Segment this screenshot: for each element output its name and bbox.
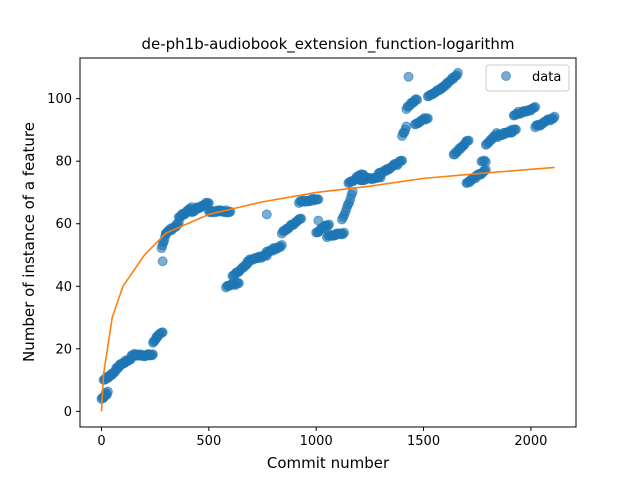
- x-tick-label: 0: [97, 434, 105, 449]
- data-point: [157, 256, 168, 267]
- y-tick-label: 60: [55, 217, 72, 232]
- data-point: [233, 278, 244, 289]
- y-axis-ticks: 0 20 40 60 80 100: [47, 92, 80, 420]
- data-point: [401, 121, 412, 132]
- y-tick-label: 0: [64, 405, 72, 420]
- data-point: [549, 111, 560, 122]
- data-point: [452, 67, 463, 78]
- data-point: [412, 94, 423, 105]
- x-tick-label: 1500: [407, 434, 440, 449]
- data-point: [463, 135, 474, 146]
- data-point: [347, 186, 358, 197]
- x-tick-label: 2000: [514, 434, 547, 449]
- legend: data: [485, 64, 570, 92]
- data-point: [422, 113, 433, 124]
- y-axis-label: Number of instance of a feature: [20, 122, 38, 362]
- x-tick-label: 1000: [300, 434, 333, 449]
- data-point: [324, 219, 335, 230]
- plot-frame: [79, 57, 577, 428]
- y-tick-label: 20: [55, 342, 72, 357]
- data-point: [339, 227, 350, 238]
- x-axis-label: Commit number: [267, 454, 390, 472]
- data-point: [506, 124, 517, 135]
- fit-line: [100, 166, 555, 412]
- data-point: [313, 215, 324, 226]
- data-point: [313, 194, 324, 205]
- y-tick-label: 100: [47, 92, 72, 107]
- data-point: [403, 71, 414, 82]
- legend-data-marker: [501, 71, 511, 81]
- data-point: [157, 327, 168, 338]
- y-tick-label: 40: [55, 280, 72, 295]
- x-tick-label: 500: [196, 434, 221, 449]
- chart-title: de-ph1b-audiobook_extension_function-log…: [141, 35, 514, 54]
- y-tick-label: 80: [55, 155, 72, 170]
- data-point: [148, 349, 158, 360]
- plot-area: [96, 67, 560, 412]
- data-point: [296, 213, 307, 224]
- data-point: [261, 209, 272, 220]
- data-point: [530, 101, 541, 112]
- data-point: [100, 387, 111, 398]
- data-point: [276, 240, 287, 251]
- data-point: [397, 155, 408, 166]
- data-point: [480, 157, 491, 168]
- x-axis-ticks: 0 500 1000 1500 2000: [97, 427, 547, 449]
- legend-data-label: data: [532, 70, 561, 85]
